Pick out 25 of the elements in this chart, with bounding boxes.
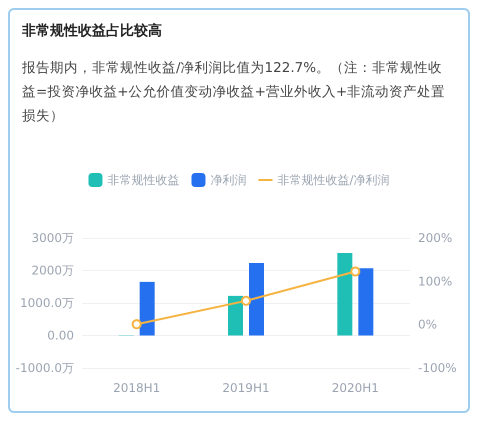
legend-label: 非常规性收益/净利润	[277, 173, 390, 187]
point	[241, 296, 251, 306]
y-tick-label: 1000.0万	[20, 296, 74, 310]
y-tick-label: 0.00	[47, 328, 74, 342]
y-tick-label: -1000.0万	[16, 361, 74, 375]
y2-tick-label: 0%	[418, 318, 438, 332]
y2-tick-label: 200%	[418, 231, 452, 245]
chart-subtitle: 报告期内，非常规性收益/净利润比值为122.7%。（注：非常规性收益=投资净收益+公允价值变动净收益+营业外收入+非流动资产处置损失）	[22, 59, 446, 126]
chart-title: 非常规性收益占比较高	[22, 22, 162, 40]
bar	[337, 252, 352, 336]
legend-label: 非常规性收益	[107, 173, 180, 187]
y2-tick-label: 100%	[418, 274, 452, 288]
bar	[228, 296, 243, 336]
point	[350, 266, 360, 276]
x-tick-label: 2018H1	[113, 381, 160, 395]
bar	[358, 268, 374, 336]
y-tick-label: 3000万	[31, 231, 74, 245]
point	[132, 319, 142, 330]
bar	[140, 282, 155, 336]
x-tick-label: 2019H1	[222, 381, 270, 395]
y2-tick-label: -100%	[418, 361, 457, 375]
x-tick-label: 2020H1	[332, 381, 379, 395]
y-tick-label: 2000万	[31, 264, 74, 278]
bar	[249, 263, 264, 336]
legend-label: 净利润	[210, 173, 246, 187]
